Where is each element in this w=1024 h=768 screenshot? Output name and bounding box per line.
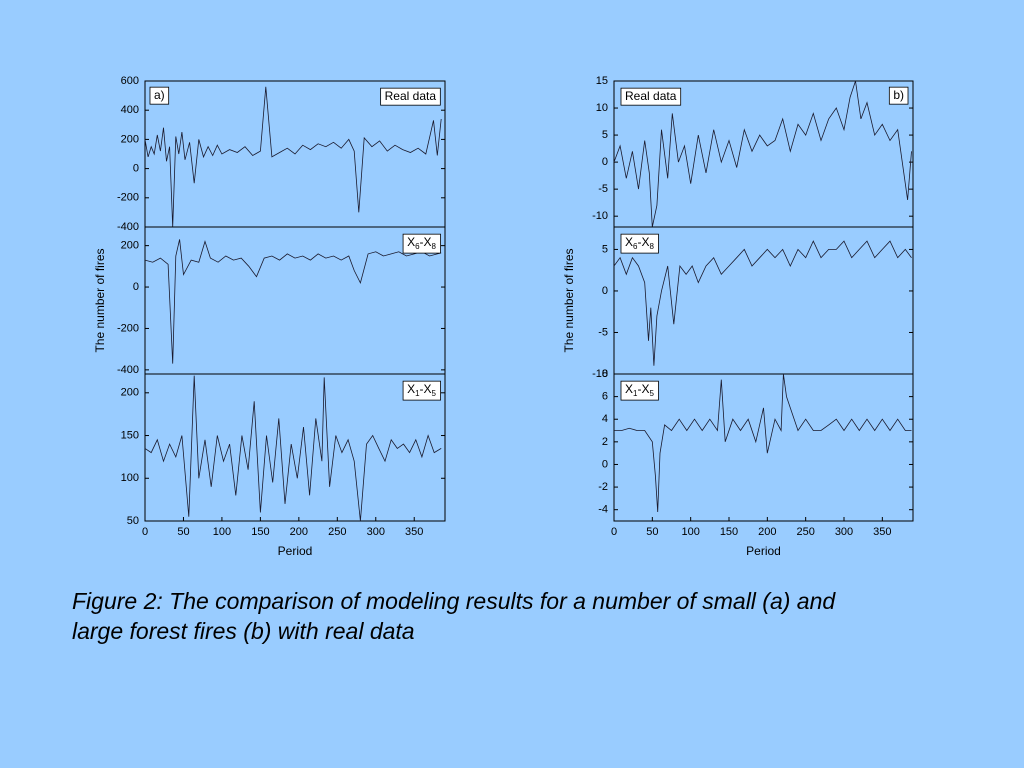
data-line xyxy=(613,80,912,228)
y-tick-label: -5 xyxy=(598,183,608,195)
panel-tag: b) xyxy=(893,88,904,102)
legend-label: X6-X8 xyxy=(407,235,436,251)
x-tick-label: 250 xyxy=(796,526,814,538)
x-tick-label: 100 xyxy=(681,526,699,538)
y-tick-label: 100 xyxy=(121,472,139,484)
x-tick-label: 0 xyxy=(142,526,148,538)
y-tick-label: -4 xyxy=(598,504,608,516)
plot-frame xyxy=(144,373,446,522)
data-line xyxy=(144,86,442,228)
y-tick-label: -200 xyxy=(117,322,139,334)
x-tick-label: 0 xyxy=(611,526,617,538)
x-tick-label: 100 xyxy=(213,526,231,538)
y-tick-label: 5 xyxy=(602,129,608,141)
y-tick-label: 4 xyxy=(602,413,608,425)
data-line xyxy=(613,240,912,366)
y-tick-label: -10 xyxy=(592,210,608,222)
x-tick-label: 150 xyxy=(720,526,738,538)
y-tick-label: 400 xyxy=(121,104,139,116)
x-tick-label: 150 xyxy=(251,526,269,538)
x-tick-label: 250 xyxy=(328,526,346,538)
legend-label: Real data xyxy=(385,89,437,103)
y-tick-label: 0 xyxy=(133,281,139,293)
legend-label-box xyxy=(402,380,441,401)
y-tick-label: -10 xyxy=(592,368,608,380)
legend-label-box xyxy=(620,87,682,106)
x-tick-label: 50 xyxy=(646,526,658,538)
y-tick-label: 8 xyxy=(602,368,608,380)
x-tick-label: 200 xyxy=(758,526,776,538)
x-tick-label: 200 xyxy=(290,526,308,538)
x-tick-label: 300 xyxy=(367,526,385,538)
x-axis-label: Period xyxy=(278,544,313,558)
legend-label: X6-X8 xyxy=(625,235,654,251)
caption-line: Figure 2: The comparison of modeling res… xyxy=(72,588,836,614)
legend-label: X1-X5 xyxy=(407,382,436,398)
y-tick-label: -400 xyxy=(117,364,139,376)
y-tick-label: 0 xyxy=(133,163,139,175)
legend-label: Real data xyxy=(625,89,677,103)
y-tick-label: 0 xyxy=(602,458,608,470)
data-line xyxy=(144,375,442,522)
plot-frame xyxy=(613,373,914,522)
data-line xyxy=(144,239,442,364)
y-tick-label: 600 xyxy=(121,75,139,87)
y-tick-label: 5 xyxy=(602,243,608,255)
legend-label-box xyxy=(380,87,441,106)
data-line xyxy=(614,373,912,513)
x-axis-label: Period xyxy=(746,544,781,558)
y-axis-label: The number of fires xyxy=(93,248,107,352)
y-tick-label: 0 xyxy=(602,285,608,297)
x-tick-label: 350 xyxy=(405,526,423,538)
plot-frame xyxy=(144,226,446,375)
y-tick-label: 10 xyxy=(596,102,608,114)
legend-label-box xyxy=(402,233,441,254)
y-tick-label: 50 xyxy=(127,515,139,527)
y-axis-label: The number of fires xyxy=(562,248,576,352)
y-tick-label: -2 xyxy=(598,481,608,493)
legend-label-box xyxy=(620,380,659,401)
y-tick-label: 15 xyxy=(596,75,608,87)
y-tick-label: 200 xyxy=(121,133,139,145)
y-tick-label: 150 xyxy=(121,429,139,441)
y-tick-label: -200 xyxy=(117,192,139,204)
y-tick-label: -400 xyxy=(117,221,139,233)
x-tick-label: 350 xyxy=(873,526,891,538)
y-tick-label: 200 xyxy=(121,240,139,252)
x-tick-label: 300 xyxy=(835,526,853,538)
panel-tag-box xyxy=(888,86,909,105)
legend-label: X1-X5 xyxy=(625,382,654,398)
caption-line: large forest fires (b) with real data xyxy=(72,618,415,644)
x-tick-label: 50 xyxy=(177,526,189,538)
y-tick-label: 2 xyxy=(602,436,608,448)
panel-tag: a) xyxy=(154,88,165,102)
y-tick-label: 6 xyxy=(602,391,608,403)
y-tick-label: 200 xyxy=(121,387,139,399)
y-tick-label: 0 xyxy=(602,156,608,168)
y-tick-label: -5 xyxy=(598,326,608,338)
panel-tag-box xyxy=(149,86,170,105)
legend-label-box xyxy=(620,233,659,254)
